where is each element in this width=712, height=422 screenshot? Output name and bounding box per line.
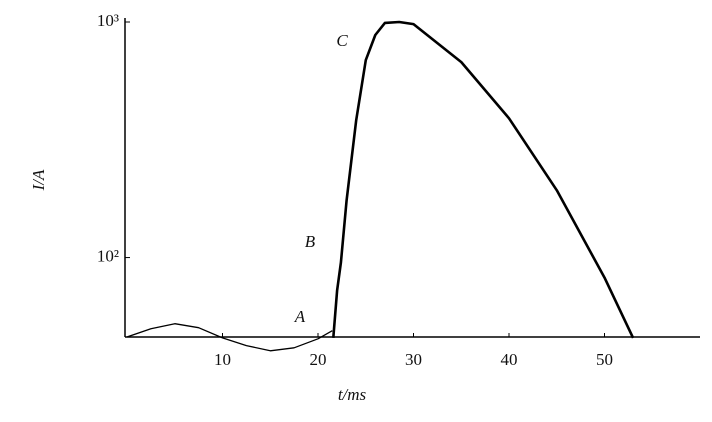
series-line xyxy=(332,20,635,339)
annotation: B xyxy=(305,232,316,251)
y-tick-label: 10² xyxy=(97,246,119,265)
x-tick-label: 50 xyxy=(596,350,613,369)
x-tick-label: 20 xyxy=(310,350,327,369)
x-tick-label: 40 xyxy=(501,350,518,369)
x-axis-label: t/ms xyxy=(338,385,367,404)
series-line xyxy=(126,323,333,352)
annotation: A xyxy=(294,307,306,326)
y-axis-label: I/A xyxy=(29,169,48,191)
y-tick-label: 10³ xyxy=(97,11,119,30)
x-tick-label: 10 xyxy=(214,350,231,369)
annotation: C xyxy=(336,31,348,50)
x-tick-label: 30 xyxy=(405,350,422,369)
